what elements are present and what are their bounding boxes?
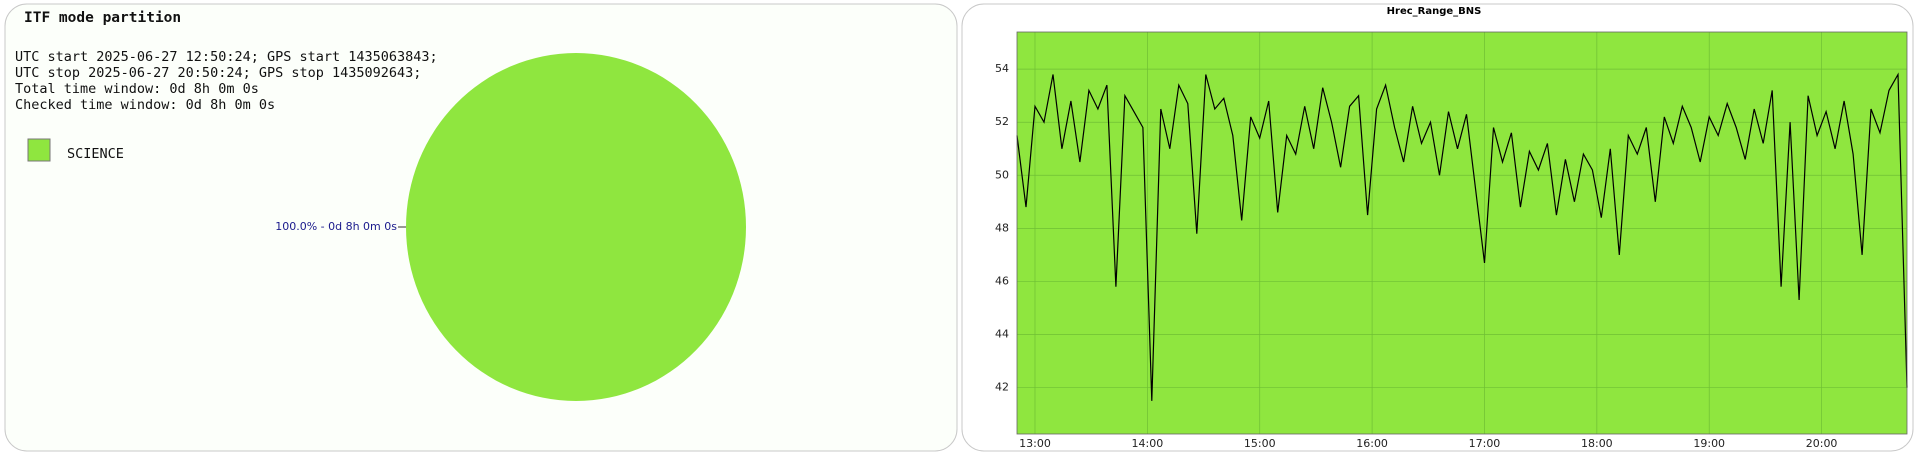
x-tick-label: 17:00 [1469, 437, 1501, 450]
y-tick-label: 50 [995, 168, 1009, 181]
x-tick-label: 20:00 [1806, 437, 1838, 450]
legend-label: SCIENCE [67, 146, 124, 162]
y-tick-label: 46 [995, 274, 1009, 287]
y-tick-label: 44 [995, 327, 1009, 340]
data-line [1016, 72, 1908, 401]
info-line: Total time window: 0d 8h 0m 0s [15, 81, 259, 97]
y-tick-label: 48 [995, 221, 1009, 234]
x-tick-label: 18:00 [1581, 437, 1613, 450]
x-tick-label: 15:00 [1244, 437, 1276, 450]
y-tick-label: 42 [995, 381, 1009, 394]
plot-frame [1016, 31, 1908, 435]
plot-area [1017, 32, 1907, 434]
y-tick-label: 52 [995, 115, 1009, 128]
info-line: Checked time window: 0d 8h 0m 0s [15, 97, 275, 113]
pie-slice [406, 53, 746, 401]
x-tick-label: 13:00 [1019, 437, 1051, 450]
y-tick-label: 54 [995, 62, 1009, 75]
x-tick-label: 19:00 [1693, 437, 1725, 450]
line-title: Hrec_Range_BNS [1387, 6, 1482, 17]
x-tick-label: 16:00 [1356, 437, 1388, 450]
slice-label: 100.0% - 0d 8h 0m 0s [275, 220, 397, 233]
pie-title: ITF mode partition [24, 10, 181, 26]
info-line: UTC stop 2025-06-27 20:50:24; GPS stop 1… [15, 65, 421, 81]
x-tick-label: 14:00 [1132, 437, 1164, 450]
legend-swatch [27, 138, 51, 162]
info-line: UTC start 2025-06-27 12:50:24; GPS start… [15, 49, 438, 65]
